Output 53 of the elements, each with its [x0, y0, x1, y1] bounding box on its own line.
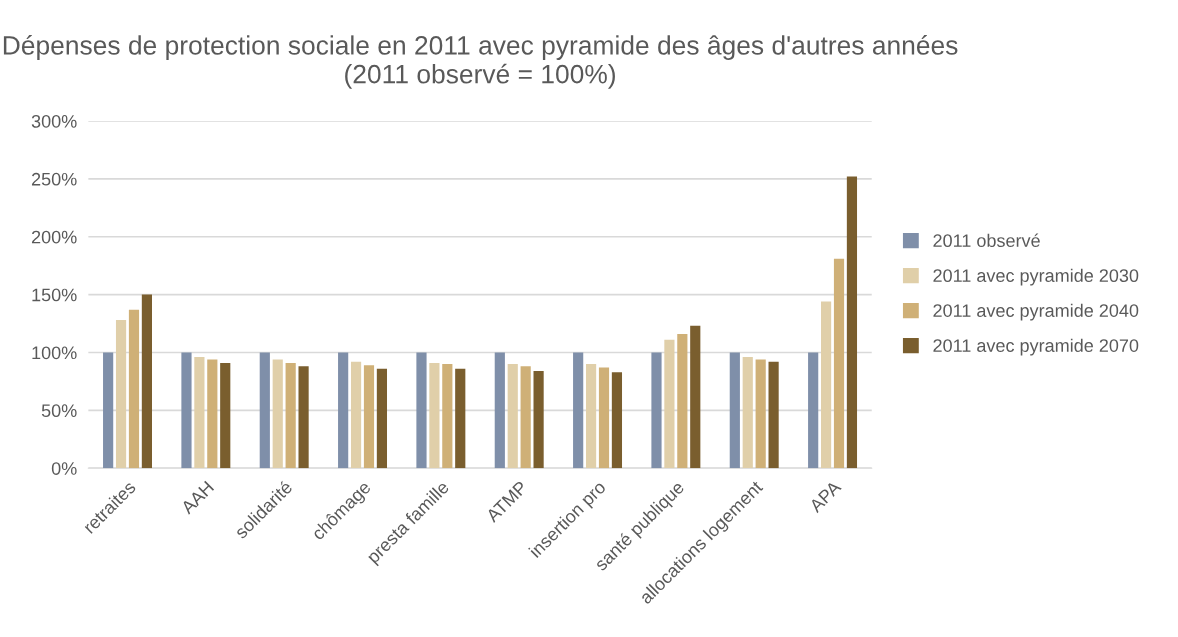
bar: [416, 352, 427, 469]
bar: [729, 352, 740, 469]
bar: [846, 176, 858, 469]
bar: [585, 364, 597, 469]
y-tick-label: 200%: [31, 230, 77, 244]
bar: [533, 370, 544, 469]
bar: [808, 352, 819, 469]
bar: [742, 357, 753, 469]
bar: [833, 258, 845, 469]
bar: [220, 362, 231, 469]
bar: [350, 361, 362, 469]
bar: [141, 294, 152, 469]
bar: [494, 352, 505, 469]
bar: [821, 301, 832, 469]
legend-label: 2011 observé: [933, 233, 1040, 248]
bar: [664, 339, 675, 469]
legend-label: 2011 avec pyramide 2040: [933, 303, 1139, 321]
bar: [520, 366, 531, 469]
y-tick-label: 300%: [31, 114, 77, 128]
y-tick-label: 100%: [32, 346, 77, 360]
bar: [507, 364, 518, 469]
bar: [690, 325, 701, 469]
bar: [455, 368, 466, 469]
bar: [651, 352, 662, 469]
y-tick-label: 150%: [32, 288, 77, 302]
chart-title: Dépenses de protection sociale en 2011 avec pyramide des âges d'autres années (2011 observé = 100%): [3, 35, 958, 89]
bar: [181, 352, 192, 469]
x-tick-label: APA: [808, 479, 842, 514]
bar: [768, 361, 779, 469]
bar: [442, 364, 453, 469]
y-tick-label: 250%: [31, 172, 77, 186]
bar: [598, 367, 610, 469]
bar: [376, 368, 388, 469]
y-tick-label: 50%: [41, 404, 77, 418]
legend-label: 2011 avec pyramide 2070: [933, 338, 1139, 356]
bar: [207, 359, 218, 469]
bar: [677, 333, 688, 469]
bar: [755, 359, 766, 469]
legend-label: 2011 avec pyramide 2030: [933, 268, 1139, 286]
bar: [285, 362, 296, 469]
bar: [429, 362, 440, 469]
bar: [338, 352, 349, 469]
bar: [259, 352, 270, 469]
bar: [128, 309, 140, 469]
bar: [115, 320, 127, 469]
bar: [194, 357, 205, 469]
bar: [363, 365, 375, 469]
bar: [298, 366, 309, 469]
y-tick-label: 0%: [51, 462, 77, 475]
bar: [611, 372, 623, 469]
bar: [103, 352, 114, 469]
bar: [272, 359, 283, 469]
bar: [573, 352, 584, 469]
